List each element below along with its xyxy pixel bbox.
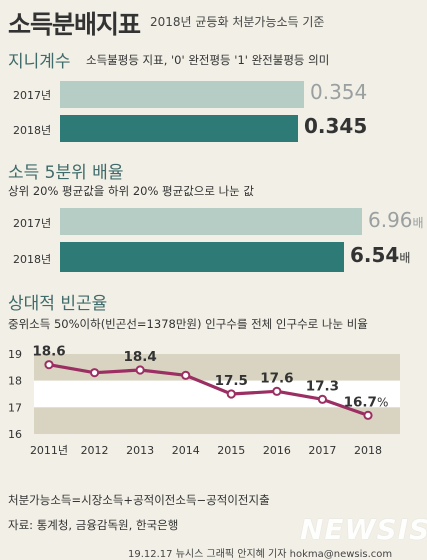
footnote: 처분가능소득=시장소득+공적이전소득−공적이전지출 <box>8 493 270 507</box>
quintile-year-2018: 2018년 <box>13 253 52 266</box>
quintile-number-2017: 6.96 <box>368 208 413 232</box>
gini-year-2017: 2017년 <box>13 89 52 102</box>
poverty-title: 상대적 빈곤율 <box>8 294 108 314</box>
y-tick-label: 19 <box>8 348 22 361</box>
quintile-unit-2017: 배 <box>412 216 424 230</box>
poverty-desc: 중위소득 50%이하(빈곤선=1378만원) 인구수를 전체 인구수로 나눈 비… <box>8 317 368 331</box>
band-16-17 <box>34 407 400 434</box>
quintile-number-2018: 6.54 <box>350 243 400 267</box>
quintile-bar-2017 <box>60 208 362 235</box>
gini-value-2018: 0.345 <box>304 114 368 138</box>
poverty-series-line <box>48 363 369 417</box>
data-point <box>226 389 236 399</box>
x-tick-label: 2012 <box>81 444 109 457</box>
data-point <box>89 368 100 378</box>
x-tick-label: 2016 <box>263 444 291 457</box>
data-point <box>181 370 191 380</box>
gini-value-2017: 0.354 <box>310 80 368 104</box>
quintile-value-2017: 6.96배 <box>368 208 424 232</box>
credit: 19.12.17 뉴시스 그래픽 안지혜 기자 hokma@newsis.com <box>128 549 393 560</box>
data-point <box>317 394 328 404</box>
gini-desc: 소득불평등 지표, '0' 완전평등 '1' 완전불평등 의미 <box>86 53 330 67</box>
data-point <box>135 365 145 375</box>
x-tick-label: 2013 <box>126 444 154 457</box>
data-label: 17.6 <box>260 370 293 386</box>
gini-year-2018: 2018년 <box>13 124 52 137</box>
x-tick-label: 2014 <box>172 444 200 457</box>
newsis-logo: NEWSIS <box>300 513 427 546</box>
quintile-bar-2018 <box>60 242 344 272</box>
gini-bar-2017 <box>60 81 304 108</box>
poverty-line-chart: 16 17 18 19 2011년 2012 2013 2014 2015 2016 2017 201… <box>8 344 400 457</box>
data-label: 18.4 <box>123 349 156 365</box>
x-tick-label: 2015 <box>217 444 245 457</box>
y-tick-label: 17 <box>8 401 22 414</box>
data-label: 17.5 <box>215 373 248 389</box>
data-point <box>44 360 54 370</box>
x-tick-label: 2017 <box>308 444 336 457</box>
x-tick-label: 2018 <box>354 444 382 457</box>
quintile-value-2018: 6.54배 <box>350 243 410 267</box>
data-label-unit: % <box>377 395 388 409</box>
quintile-title: 소득 5분위 배율 <box>8 163 124 183</box>
page-subtitle: 2018년 균등화 처분가능소득 기준 <box>150 15 325 29</box>
quintile-desc: 상위 20% 평균값을 하위 20% 평균값으로 나눈 값 <box>8 184 254 198</box>
quintile-year-2017: 2017년 <box>13 217 52 230</box>
band-17-18 <box>34 380 400 408</box>
y-tick-label: 16 <box>8 428 22 441</box>
page-title: 소득분배지표 <box>8 10 141 39</box>
data-point <box>272 386 282 396</box>
gini-title: 지니계수 <box>8 52 71 72</box>
data-label: 18.6 <box>32 344 65 360</box>
y-tick-label: 18 <box>8 375 22 388</box>
quintile-unit-2018: 배 <box>399 251 411 265</box>
source: 자료: 통계청, 금융감독원, 한국은행 <box>8 518 179 532</box>
gini-bar-2018 <box>60 115 298 142</box>
data-label: 16.7% <box>344 394 389 410</box>
data-label: 17.3 <box>306 378 339 394</box>
x-tick-label: 2011년 <box>30 444 68 457</box>
data-point <box>363 410 373 420</box>
